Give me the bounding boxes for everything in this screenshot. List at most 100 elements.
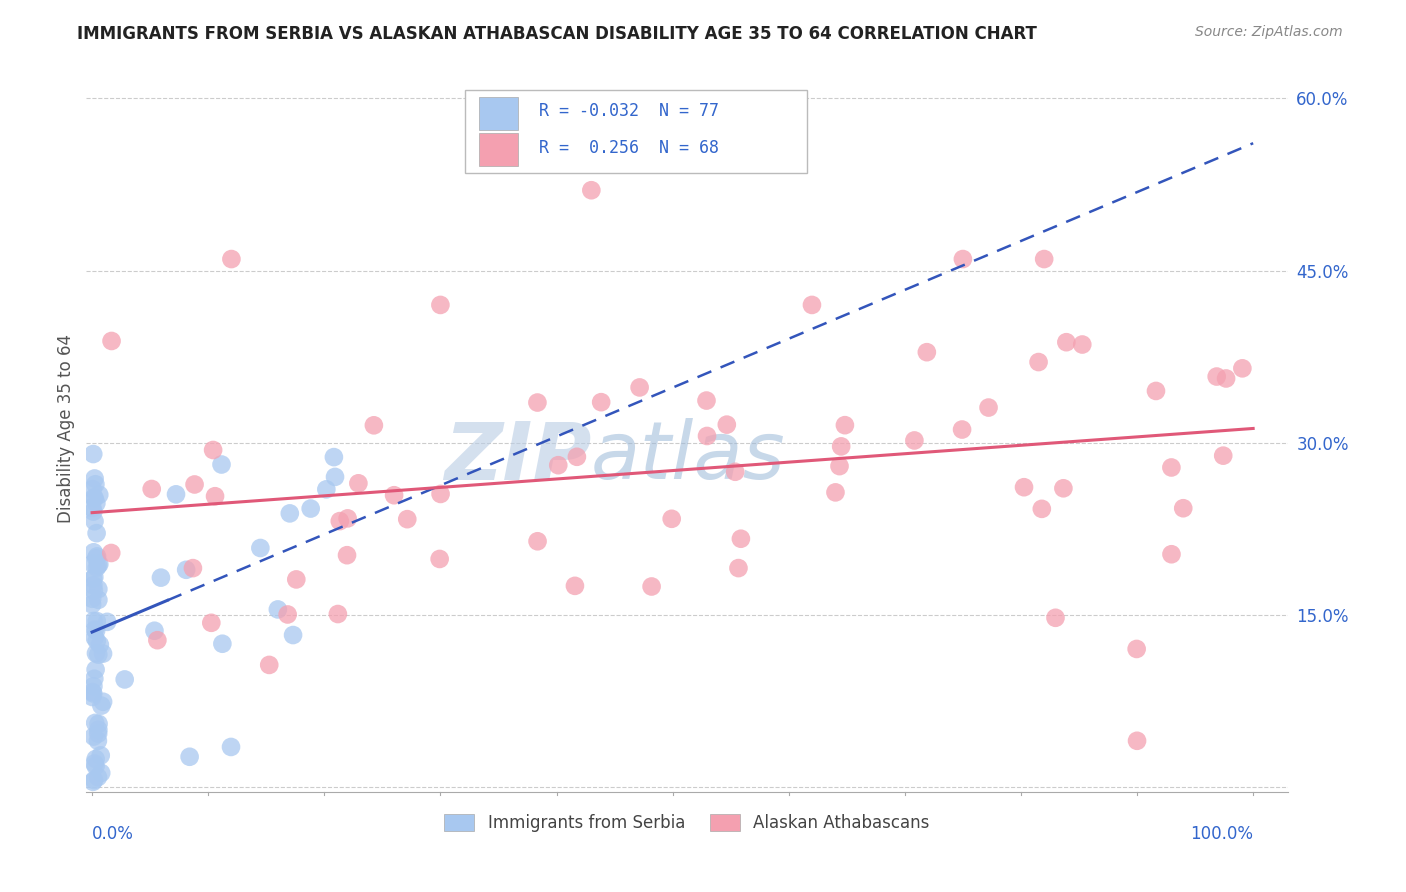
Point (82, 504, 104, 518)
Point (84, 715, 107, 730)
Point (336, 511, 359, 525)
Point (1028, 355, 1050, 369)
Point (547, 458, 569, 473)
Point (1054, 335, 1077, 350)
Point (526, 534, 548, 549)
Point (1126, 733, 1149, 747)
Point (87, 733, 110, 747)
Point (363, 418, 385, 433)
Point (83, 631, 105, 645)
Point (219, 739, 242, 754)
Point (87, 648, 110, 662)
Point (695, 393, 717, 408)
Point (347, 476, 370, 491)
Point (84, 759, 107, 773)
Point (326, 607, 349, 621)
Point (114, 673, 136, 687)
Point (267, 602, 290, 616)
Point (382, 488, 405, 502)
Point (90, 698, 112, 713)
Point (716, 417, 738, 432)
Point (640, 579, 662, 593)
Point (84, 624, 107, 638)
Point (82, 447, 104, 461)
Point (86, 549, 108, 564)
Point (91, 695, 114, 709)
Point (149, 571, 172, 585)
Point (87, 558, 110, 573)
Point (84, 663, 107, 677)
Point (429, 552, 451, 566)
Point (696, 429, 718, 443)
FancyBboxPatch shape (465, 89, 807, 173)
Text: atlas: atlas (591, 418, 786, 496)
Point (100, 546, 122, 560)
Point (86, 560, 108, 574)
Point (165, 487, 187, 501)
Point (83, 545, 105, 559)
Point (1232, 361, 1254, 376)
Point (221, 252, 243, 266)
Point (1125, 642, 1147, 657)
Point (526, 395, 548, 409)
Point (200, 615, 222, 630)
Point (565, 450, 588, 464)
Point (1205, 369, 1227, 384)
Point (84, 477, 107, 491)
Point (83, 514, 105, 528)
Point (727, 561, 749, 575)
Point (396, 512, 419, 526)
Bar (479, 133, 517, 166)
Point (322, 450, 344, 464)
Point (87, 770, 110, 784)
Point (83, 491, 105, 505)
Point (87, 723, 110, 737)
Point (86, 614, 108, 628)
Point (1160, 460, 1182, 475)
Point (824, 485, 846, 500)
Point (83, 570, 105, 584)
Point (83, 773, 105, 788)
Point (181, 561, 204, 575)
Text: R = -0.032  N = 77: R = -0.032 N = 77 (540, 103, 720, 120)
Point (977, 401, 1000, 415)
Point (83, 672, 105, 686)
Point (83, 583, 105, 598)
Point (89, 558, 111, 572)
Text: IMMIGRANTS FROM SERBIA VS ALASKAN ATHABASCAN DISABILITY AGE 35 TO 64 CORRELATION: IMMIGRANTS FROM SERBIA VS ALASKAN ATHABA… (77, 25, 1038, 43)
Point (141, 482, 163, 496)
Point (429, 298, 451, 312)
Point (581, 183, 603, 197)
Point (82, 572, 104, 586)
Point (323, 470, 346, 484)
Point (564, 579, 586, 593)
Text: 100.0%: 100.0% (1189, 825, 1253, 843)
Point (87, 726, 110, 740)
Point (83, 614, 105, 628)
Point (299, 501, 322, 516)
Point (143, 624, 166, 638)
Point (87, 716, 110, 731)
Point (628, 380, 651, 394)
Point (174, 563, 197, 577)
Point (82, 557, 104, 571)
Point (204, 489, 226, 503)
Point (278, 507, 301, 521)
Point (800, 298, 823, 312)
Point (285, 573, 308, 587)
Text: Source: ZipAtlas.com: Source: ZipAtlas.com (1195, 25, 1343, 39)
Point (83, 730, 105, 744)
Point (1160, 547, 1182, 561)
Point (1215, 371, 1237, 385)
Point (82, 500, 104, 515)
Point (724, 465, 747, 479)
Text: R =  0.256  N = 68: R = 0.256 N = 68 (540, 139, 720, 157)
Point (82, 482, 104, 496)
Point (249, 541, 271, 555)
Point (87, 593, 110, 607)
Point (83, 471, 105, 485)
Point (329, 514, 352, 528)
Point (1033, 252, 1056, 266)
Point (591, 395, 613, 409)
Point (90, 766, 112, 780)
